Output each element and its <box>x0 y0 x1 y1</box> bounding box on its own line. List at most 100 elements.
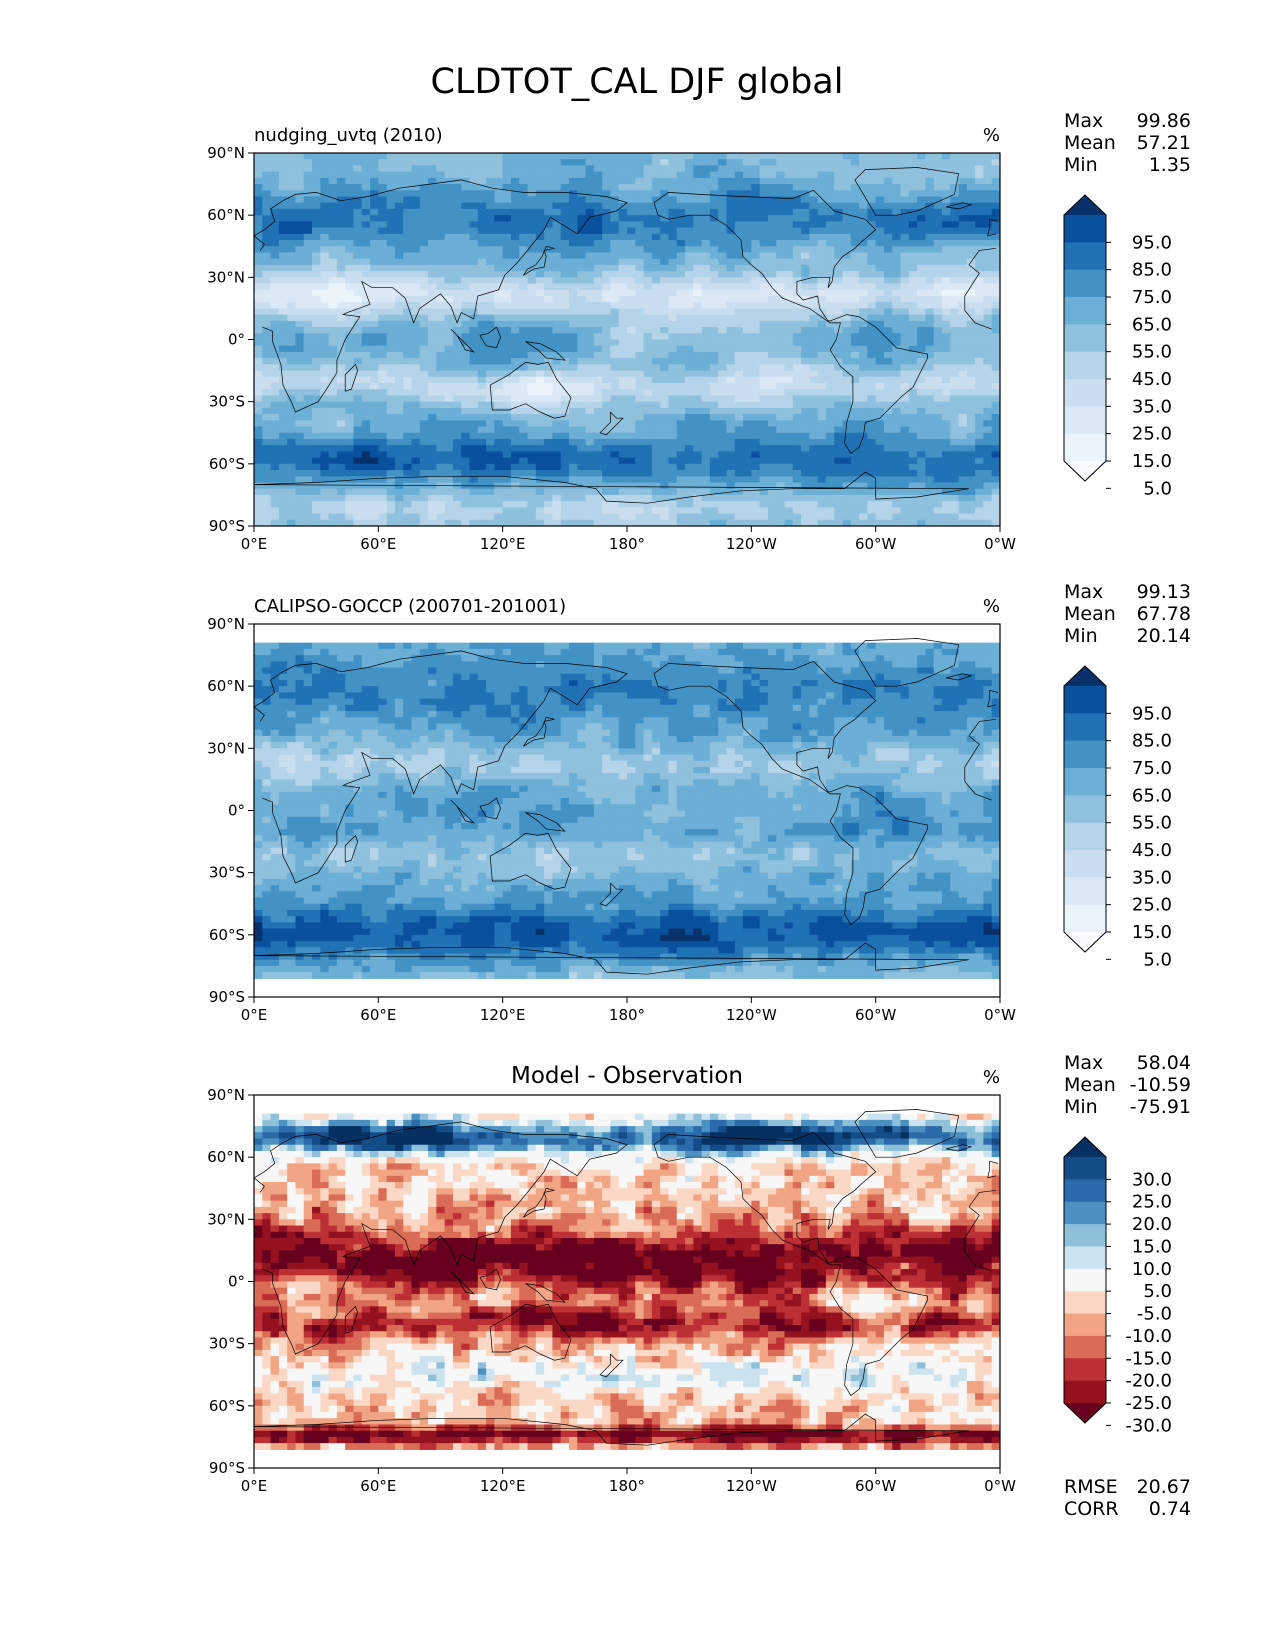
cell <box>751 432 761 440</box>
cell <box>900 215 910 222</box>
cell <box>726 438 736 446</box>
cell <box>254 159 263 167</box>
cell <box>776 438 786 446</box>
cell <box>635 314 645 322</box>
cell <box>560 370 570 378</box>
cell <box>627 190 636 198</box>
cell <box>867 252 877 260</box>
cell <box>709 482 719 490</box>
cell <box>312 302 321 310</box>
cell <box>502 215 512 222</box>
cell <box>519 438 529 446</box>
cell <box>262 314 272 322</box>
cell <box>585 470 595 477</box>
cell <box>461 208 471 216</box>
cell <box>718 420 728 428</box>
cell <box>709 345 719 353</box>
cell <box>958 271 968 278</box>
cell <box>643 153 653 160</box>
cell <box>941 482 951 490</box>
cell <box>933 258 943 266</box>
cell <box>510 470 520 477</box>
cell <box>801 153 810 160</box>
cell <box>577 420 587 428</box>
cell <box>336 252 346 260</box>
cell <box>477 159 487 167</box>
cell <box>842 208 852 216</box>
cell <box>486 252 495 260</box>
cell <box>378 345 388 353</box>
cell <box>585 376 595 384</box>
cell <box>933 202 943 210</box>
cell <box>685 370 694 378</box>
cell <box>602 258 612 266</box>
cell <box>386 221 396 229</box>
cell <box>270 221 280 229</box>
cell <box>577 445 587 452</box>
cell <box>701 320 711 328</box>
cell <box>610 252 620 260</box>
cell <box>834 320 844 328</box>
cell <box>908 171 918 179</box>
cell <box>635 407 645 415</box>
cell <box>975 314 985 322</box>
cell <box>767 345 777 353</box>
cell <box>850 389 860 397</box>
cell <box>295 252 305 260</box>
cell <box>394 420 404 428</box>
cell <box>527 258 537 266</box>
cell <box>527 295 537 303</box>
cell <box>950 264 960 272</box>
cell <box>610 451 620 459</box>
cell <box>386 414 396 421</box>
cell <box>577 432 587 440</box>
cell <box>254 302 263 310</box>
cell <box>610 184 620 191</box>
cell <box>469 463 479 471</box>
cell <box>709 283 719 291</box>
cell <box>875 327 885 334</box>
cell <box>452 184 462 191</box>
cell <box>361 401 371 409</box>
cell <box>411 308 421 316</box>
cell <box>262 438 272 446</box>
cell <box>759 351 769 359</box>
cell <box>560 153 570 160</box>
cell <box>411 414 421 421</box>
cell <box>544 451 553 459</box>
cell <box>966 395 976 403</box>
cell <box>502 190 512 198</box>
cell <box>933 488 943 496</box>
cell <box>892 327 902 334</box>
cell <box>883 308 893 316</box>
cell <box>958 376 968 384</box>
cell <box>651 395 661 403</box>
cell <box>917 283 926 291</box>
cell <box>941 153 951 160</box>
cell <box>610 470 620 477</box>
cell <box>966 159 976 167</box>
cell <box>991 364 1000 372</box>
cell <box>262 395 272 403</box>
cell <box>867 488 877 496</box>
cell <box>477 358 487 365</box>
cell <box>436 153 446 160</box>
cell <box>328 184 338 191</box>
cell <box>941 370 951 378</box>
cell <box>386 395 396 403</box>
cell <box>419 289 429 297</box>
cell <box>585 240 595 247</box>
cell <box>734 364 744 372</box>
cell <box>709 488 719 496</box>
cell <box>411 233 421 241</box>
cell <box>767 264 777 272</box>
cell <box>303 370 313 378</box>
cell <box>270 401 280 409</box>
cell <box>651 308 661 316</box>
cell <box>933 476 943 484</box>
cell <box>486 233 495 241</box>
cell <box>627 482 636 490</box>
cell <box>287 283 297 291</box>
cell <box>817 488 827 496</box>
cell <box>552 426 562 434</box>
